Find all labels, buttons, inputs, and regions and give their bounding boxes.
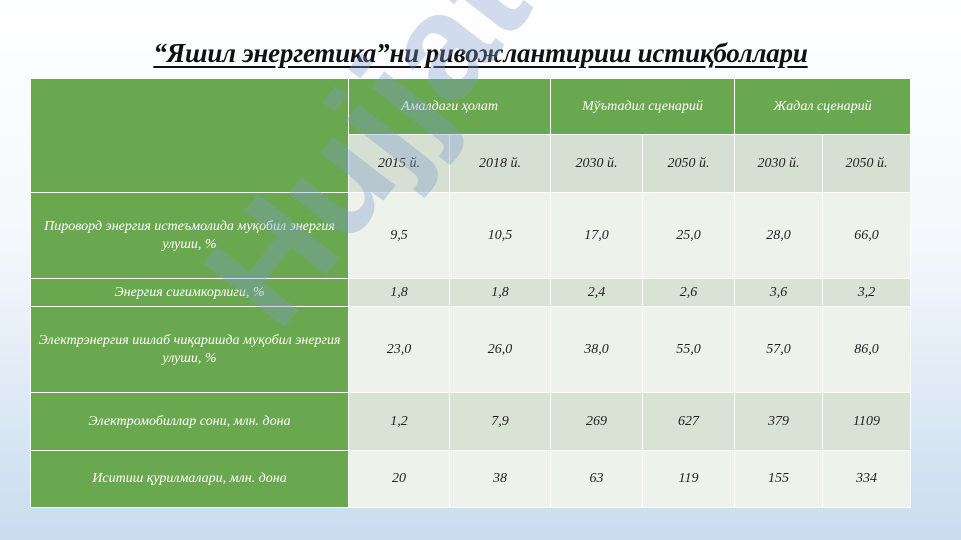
year-header: 2050 й. — [822, 134, 912, 193]
table-cell: 38,0 — [550, 306, 644, 393]
table-row: Пироворд энергия истеъмолида муқобил эне… — [30, 192, 912, 279]
table-cell: 627 — [642, 392, 736, 451]
group-header-current: Амалдаги ҳолат — [347, 78, 552, 135]
row-label: Энергия сиғимкорлиги, % — [30, 278, 349, 307]
table-cell: 25,0 — [642, 192, 736, 279]
table-cell: 1109 — [822, 392, 912, 451]
table-row: Энергия сиғимкорлиги, % 1,8 1,8 2,4 2,6 … — [30, 278, 912, 307]
table-cell: 28,0 — [734, 192, 824, 279]
row-label: Пироворд энергия истеъмолида муқобил эне… — [30, 192, 349, 279]
table-row: Электрэнергия ишлаб чиқаришда муқобил эн… — [30, 306, 912, 393]
row-label: Электромобиллар сони, млн. дона — [30, 392, 349, 451]
table-row: Иситиш қурилмалари, млн. дона 20 38 63 1… — [30, 450, 912, 508]
table-cell: 155 — [734, 450, 824, 508]
table-cell: 269 — [550, 392, 644, 451]
year-header: 2050 й. — [642, 134, 736, 193]
table-cell: 66,0 — [822, 192, 912, 279]
table-cell: 2,6 — [642, 278, 736, 307]
table-cell: 55,0 — [642, 306, 736, 393]
row-label: Иситиш қурилмалари, млн. дона — [30, 450, 349, 508]
table-cell: 10,5 — [448, 192, 552, 279]
table-row: Электромобиллар сони, млн. дона 1,2 7,9 … — [30, 392, 912, 451]
table-cell: 26,0 — [448, 306, 552, 393]
energy-table: Амалдаги ҳолат Мўътадил сценарий Жадал с… — [30, 78, 912, 508]
year-header: 2018 й. — [448, 134, 552, 193]
table-cell: 379 — [734, 392, 824, 451]
year-header: 2030 й. — [734, 134, 824, 193]
table-cell: 119 — [642, 450, 736, 508]
table-cell: 334 — [822, 450, 912, 508]
group-header-moderate: Мўътадил сценарий — [550, 78, 736, 135]
row-label: Электрэнергия ишлаб чиқаришда муқобил эн… — [30, 306, 349, 393]
slide-title: “Яшил энергетика”ни ривожлантириш истиқб… — [153, 38, 808, 68]
table-cell: 1,2 — [348, 392, 450, 451]
table-cell: 1,8 — [348, 278, 450, 307]
table-cell: 7,9 — [448, 392, 552, 451]
table-cell: 9,5 — [348, 192, 450, 279]
year-header: 2030 й. — [550, 134, 644, 193]
table-cell: 3,6 — [734, 278, 824, 307]
header-corner — [30, 78, 349, 193]
table-cell: 2,4 — [550, 278, 644, 307]
table-cell: 3,2 — [822, 278, 912, 307]
table-cell: 57,0 — [734, 306, 824, 393]
table-cell: 63 — [550, 450, 644, 508]
table-cell: 86,0 — [822, 306, 912, 393]
table-cell: 20 — [348, 450, 450, 508]
year-header: 2015 й. — [348, 134, 450, 193]
group-header-rapid: Жадал сценарий — [734, 78, 912, 135]
table-cell: 38 — [448, 450, 552, 508]
table-cell: 23,0 — [348, 306, 450, 393]
table-cell: 17,0 — [550, 192, 644, 279]
table-cell: 1,8 — [448, 278, 552, 307]
